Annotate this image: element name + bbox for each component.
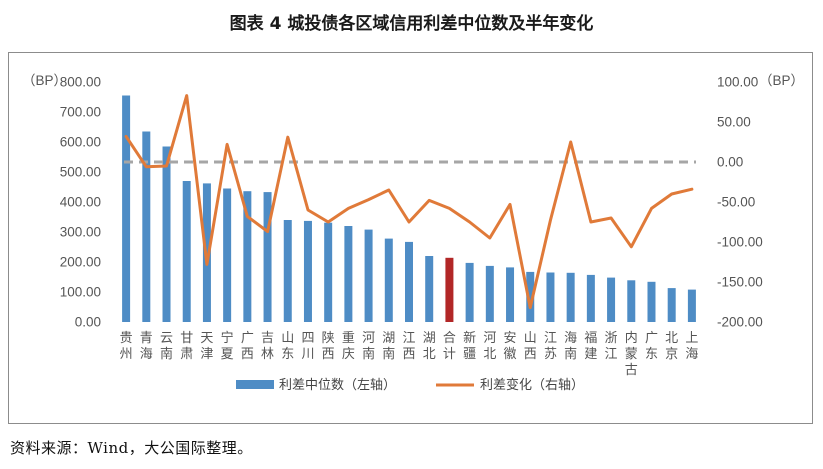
bar xyxy=(506,267,515,322)
series-line xyxy=(124,94,694,310)
category-label: 广西 xyxy=(241,331,254,362)
chart-canvas: （BP） （BP） 0.00 100.00 200.00 300.00 400.00 500.… xyxy=(22,73,804,393)
bar xyxy=(405,241,413,322)
category-label: 吉林 xyxy=(261,331,274,362)
left-axis-tick-label: 800.00 xyxy=(60,75,101,90)
right-axis-tick-label: -100.00 xyxy=(717,235,763,250)
category-label: 山东 xyxy=(281,331,294,362)
bar xyxy=(243,191,252,322)
category-label: 宁夏 xyxy=(221,330,234,362)
bar xyxy=(162,146,171,322)
category-label: 合计 xyxy=(443,331,456,362)
category-label: 甘肃 xyxy=(180,331,193,362)
bar xyxy=(344,226,353,322)
category-label: 重庆 xyxy=(342,330,355,362)
category-label: 广东 xyxy=(645,331,658,362)
category-label: 上海 xyxy=(685,331,698,362)
category-label: 江苏 xyxy=(544,331,557,362)
category-label: 天津 xyxy=(200,331,213,362)
bar xyxy=(687,289,696,322)
category-label: 海南 xyxy=(564,331,577,362)
right-axis-tick-label: -50.00 xyxy=(717,195,755,210)
chart-title: 图表 4 城投债各区域信用利差中位数及半年变化 xyxy=(229,14,594,34)
category-label: 河北 xyxy=(483,331,496,362)
category-label: 四川 xyxy=(301,331,314,362)
bar xyxy=(647,281,656,322)
bar xyxy=(283,220,292,322)
left-axis-tick-label: 300.00 xyxy=(60,225,101,240)
bar xyxy=(263,192,272,322)
right-axis-tick-label: 0.00 xyxy=(717,155,743,170)
bar xyxy=(142,131,151,322)
left-axis-tick-label: 0.00 xyxy=(75,315,101,330)
bar xyxy=(465,262,474,322)
legend-bar-swatch xyxy=(236,380,274,389)
category-label: 贵州 xyxy=(120,331,133,362)
bar xyxy=(384,238,393,322)
bar xyxy=(546,272,555,322)
category-label: 河南 xyxy=(362,331,375,362)
category-label: 新疆 xyxy=(463,330,476,362)
bar xyxy=(526,271,535,322)
bar xyxy=(182,181,191,322)
bar xyxy=(223,188,232,322)
category-label: 江西 xyxy=(402,331,415,362)
category-label: 福建 xyxy=(584,331,597,362)
bar xyxy=(627,280,636,322)
category-label: 湖南 xyxy=(382,331,395,362)
category-label: 青海 xyxy=(140,331,153,362)
left-axis-tick-label: 600.00 xyxy=(60,135,101,150)
right-axis-tick-label: -200.00 xyxy=(717,315,763,330)
right-axis-unit: （BP） xyxy=(759,73,804,88)
bar xyxy=(485,265,494,322)
right-axis-tick-label: 50.00 xyxy=(717,115,751,130)
legend-bar-label: 利差中位数（左轴） xyxy=(279,378,396,393)
left-axis-tick-label: 100.00 xyxy=(60,285,101,300)
left-axis-unit: （BP） xyxy=(22,73,67,88)
bar xyxy=(667,288,676,322)
bar xyxy=(586,274,595,322)
category-label: 安徽 xyxy=(504,331,517,362)
bar xyxy=(445,257,454,322)
bar xyxy=(566,272,575,322)
legend-line-label: 利差变化（右轴） xyxy=(480,377,584,393)
source-note: 资料来源：Wind，大公国际整理。 xyxy=(10,439,253,457)
category-label: 云南 xyxy=(160,331,173,362)
left-axis-tick-label: 500.00 xyxy=(60,165,101,180)
left-axis-tick-label: 200.00 xyxy=(60,255,101,270)
category-label: 北京 xyxy=(665,331,678,362)
chart-frame xyxy=(8,52,813,424)
bar xyxy=(122,95,131,322)
bar xyxy=(364,229,373,322)
category-label: 浙江 xyxy=(605,331,618,362)
category-label: 湖北 xyxy=(423,331,436,362)
category-label: 山西 xyxy=(524,331,537,362)
bar xyxy=(324,222,333,322)
left-axis-tick-label: 400.00 xyxy=(60,195,101,210)
right-axis-tick-label: -150.00 xyxy=(717,275,763,290)
bar xyxy=(303,220,312,322)
left-axis-tick-label: 700.00 xyxy=(60,105,101,120)
right-axis-tick-label: 100.00 xyxy=(717,75,758,90)
category-label: 内蒙古 xyxy=(625,330,638,378)
category-label: 陕西 xyxy=(322,331,335,362)
bar xyxy=(425,256,434,322)
bar xyxy=(607,277,616,322)
